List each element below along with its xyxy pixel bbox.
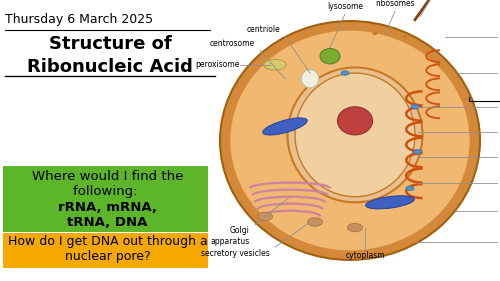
Ellipse shape	[295, 73, 415, 197]
Ellipse shape	[263, 118, 307, 135]
FancyBboxPatch shape	[2, 166, 208, 232]
Text: ribosomes: ribosomes	[375, 0, 415, 8]
Circle shape	[414, 149, 422, 154]
Text: peroxisome: peroxisome	[196, 60, 240, 69]
Ellipse shape	[264, 59, 286, 70]
Circle shape	[388, 27, 392, 30]
Text: Ribonucleic Acid: Ribonucleic Acid	[27, 58, 193, 76]
Text: secretory vesicles: secretory vesicles	[201, 249, 270, 258]
Circle shape	[402, 35, 407, 38]
Ellipse shape	[320, 48, 340, 64]
Circle shape	[258, 212, 272, 221]
Text: centrosome: centrosome	[210, 39, 255, 48]
Ellipse shape	[366, 196, 414, 209]
Circle shape	[308, 218, 322, 226]
Text: rRNA, mRNA,
tRNA, DNA: rRNA, mRNA, tRNA, DNA	[58, 201, 157, 230]
Text: lysosome: lysosome	[327, 2, 363, 11]
Circle shape	[406, 186, 414, 191]
Text: centriole: centriole	[246, 25, 280, 34]
FancyBboxPatch shape	[2, 233, 208, 268]
Circle shape	[341, 71, 349, 75]
Circle shape	[411, 105, 419, 109]
Ellipse shape	[338, 107, 372, 135]
Circle shape	[372, 32, 378, 35]
Ellipse shape	[301, 70, 319, 88]
Text: Golgi
apparatus: Golgi apparatus	[210, 226, 250, 246]
Text: How do I get DNA out through a
nuclear pore?: How do I get DNA out through a nuclear p…	[8, 235, 207, 263]
Circle shape	[348, 223, 362, 232]
Ellipse shape	[230, 31, 470, 250]
Text: Structure of: Structure of	[48, 35, 172, 53]
Text: Thursday 6 March 2025: Thursday 6 March 2025	[5, 13, 153, 26]
Ellipse shape	[220, 21, 480, 260]
Text: cytoplasm: cytoplasm	[345, 251, 385, 260]
Ellipse shape	[288, 67, 422, 202]
Text: Where would I find the
following:: Where would I find the following:	[32, 170, 183, 198]
